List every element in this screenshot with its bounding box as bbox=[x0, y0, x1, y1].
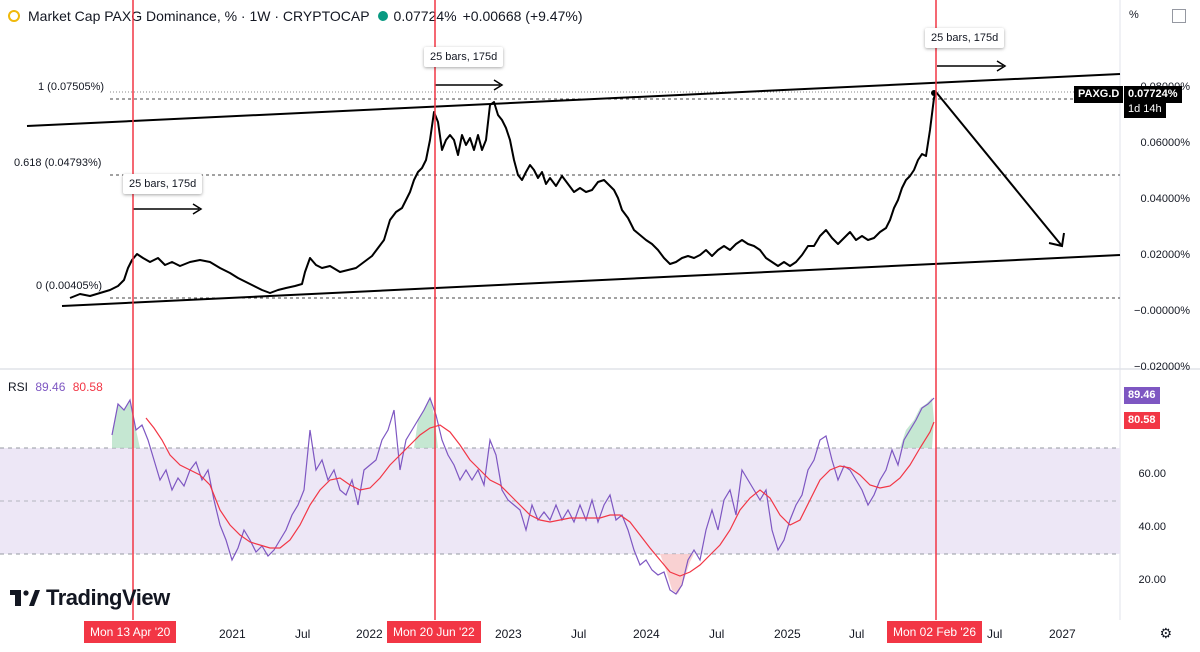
date-badge: Mon 02 Feb '26 bbox=[887, 621, 983, 643]
bar-countdown-label: 1d 14h bbox=[1124, 101, 1166, 118]
time-tick: Jul bbox=[849, 627, 865, 641]
change-value: +0.00668 (+9.47%) bbox=[462, 8, 583, 24]
chart-header: Market Cap PAXG Dominance, % · 1W · CRYP… bbox=[8, 6, 582, 26]
rsi-tick: 40.00 bbox=[1138, 521, 1166, 533]
price-tick: 0.06000% bbox=[1140, 137, 1190, 149]
market-status-icon bbox=[377, 11, 388, 21]
upper-trendline bbox=[26, 73, 1121, 127]
settings-gear-icon[interactable]: ⚙ bbox=[1159, 625, 1172, 641]
time-tick: 2023 bbox=[495, 627, 522, 641]
percent-scale-label[interactable]: % bbox=[1129, 9, 1139, 21]
chart-title[interactable]: Market Cap PAXG Dominance, % · 1W · CRYP… bbox=[28, 8, 370, 24]
rsi-value-label: 89.46 bbox=[1124, 387, 1160, 404]
measure-callout[interactable]: 25 bars, 175d bbox=[123, 174, 203, 194]
brand-name: TradingView bbox=[46, 585, 170, 610]
rsi-legend[interactable]: RSI 89.46 80.58 bbox=[8, 380, 103, 394]
lower-trendline bbox=[61, 254, 1121, 307]
scale-toggle-icon[interactable] bbox=[1172, 9, 1186, 23]
rsi-ma-line bbox=[145, 417, 935, 577]
time-tick: 2027 bbox=[1049, 627, 1076, 641]
date-badge: Mon 13 Apr '20 bbox=[84, 621, 177, 643]
time-tick: Jul bbox=[571, 627, 587, 641]
time-tick: Jul bbox=[987, 627, 1003, 641]
fib-label-0: 0 (0.00405%) bbox=[36, 280, 103, 292]
rsi-oversold-fill bbox=[660, 554, 694, 594]
price-tick: 0.02000% bbox=[1140, 249, 1190, 261]
projection-arrow-line bbox=[935, 91, 1063, 247]
rsi-line bbox=[111, 396, 935, 595]
fib-label-1: 1 (0.07505%) bbox=[38, 81, 105, 93]
time-tick: 2025 bbox=[774, 627, 801, 641]
price-tick: 0.04000% bbox=[1140, 193, 1190, 205]
date-badge: Mon 20 Jun '22 bbox=[387, 621, 481, 643]
projection-arrowhead bbox=[1048, 232, 1065, 248]
rsi-legend-label: RSI bbox=[8, 380, 29, 394]
price-tick: −0.02000% bbox=[1134, 361, 1190, 373]
price-series-line bbox=[69, 91, 937, 299]
rsi-tick: 20.00 bbox=[1138, 574, 1166, 586]
time-tick: 2022 bbox=[356, 627, 383, 641]
tradingview-logo-icon bbox=[10, 590, 40, 606]
symbol-logo-icon bbox=[8, 10, 20, 22]
rsi-legend-ma-value: 80.58 bbox=[72, 380, 103, 394]
time-tick: Jul bbox=[709, 627, 725, 641]
last-price-label: 0.07724% bbox=[1124, 86, 1182, 103]
rsi-ma-value-label: 80.58 bbox=[1124, 412, 1160, 429]
measure-callout[interactable]: 25 bars, 175d bbox=[925, 28, 1005, 48]
rsi-legend-value: 89.46 bbox=[35, 380, 66, 394]
rsi-overbought-fill-3 bbox=[900, 398, 934, 448]
symbol-price-label: PAXG.D bbox=[1074, 86, 1124, 103]
time-tick: 2021 bbox=[219, 627, 246, 641]
measure-callout[interactable]: 25 bars, 175d bbox=[424, 47, 504, 67]
rsi-tick: 60.00 bbox=[1138, 468, 1166, 480]
time-tick: Jul bbox=[295, 627, 311, 641]
time-tick: 2024 bbox=[633, 627, 660, 641]
price-tick: −0.00000% bbox=[1134, 305, 1190, 317]
fib-label-0618: 0.618 (0.04793%) bbox=[14, 157, 102, 169]
last-value: 0.07724% bbox=[393, 8, 457, 24]
tradingview-logo[interactable]: TradingView bbox=[10, 585, 170, 611]
